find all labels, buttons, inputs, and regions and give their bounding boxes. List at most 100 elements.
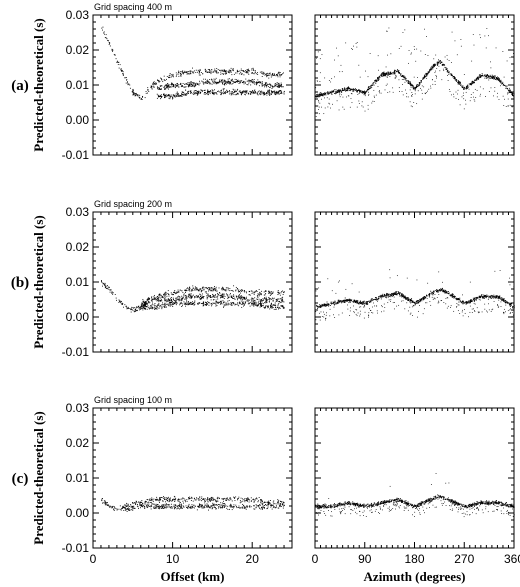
data-point — [511, 94, 513, 96]
data-point — [264, 82, 266, 84]
data-point — [218, 72, 219, 74]
data-point — [363, 91, 365, 93]
data-point — [394, 70, 396, 71]
data-point — [171, 75, 173, 77]
data-point — [318, 95, 320, 97]
data-point — [238, 70, 240, 72]
data-point — [233, 295, 235, 297]
data-point — [470, 301, 472, 303]
data-point — [214, 79, 216, 81]
data-point — [250, 92, 252, 94]
data-point — [263, 92, 265, 94]
data-point — [322, 304, 324, 306]
data-point — [231, 295, 233, 297]
data-point — [144, 97, 146, 99]
data-point — [227, 302, 229, 304]
data-point — [115, 297, 117, 299]
data-point — [151, 305, 153, 307]
data-point — [349, 106, 351, 108]
data-point — [361, 302, 363, 304]
data-point — [214, 69, 216, 71]
data-point — [487, 75, 489, 77]
data-point — [372, 84, 373, 86]
data-point — [283, 90, 285, 92]
data-point — [341, 71, 343, 73]
data-point — [427, 72, 429, 74]
data-point — [449, 294, 451, 296]
data-point — [321, 54, 323, 56]
data-point — [396, 71, 398, 73]
data-point — [220, 295, 222, 297]
data-point — [317, 95, 319, 97]
data-point — [268, 301, 270, 302]
data-point — [214, 296, 216, 298]
data-point — [265, 85, 267, 87]
data-point — [244, 298, 246, 300]
data-point — [493, 95, 494, 97]
data-point — [364, 93, 366, 95]
data-point — [367, 88, 369, 90]
data-point — [165, 93, 167, 95]
data-point — [269, 72, 271, 74]
data-point — [383, 73, 385, 74]
data-point — [184, 290, 186, 291]
data-point — [265, 74, 267, 76]
data-point — [168, 294, 170, 296]
data-point — [169, 73, 171, 74]
data-point — [455, 298, 457, 300]
data-point — [337, 55, 339, 57]
data-point — [186, 83, 187, 85]
data-point — [507, 92, 509, 94]
data-point — [185, 305, 187, 307]
data-point — [180, 72, 182, 74]
data-point — [251, 303, 253, 305]
data-point — [229, 290, 231, 292]
data-point — [267, 299, 269, 301]
data-point — [362, 302, 364, 304]
data-point — [177, 289, 179, 291]
data-point — [462, 85, 464, 87]
data-point — [218, 81, 220, 83]
data-point — [218, 301, 220, 303]
data-point — [398, 72, 400, 74]
data-point — [457, 89, 459, 91]
data-point — [225, 82, 227, 84]
data-point — [468, 300, 469, 302]
data-point — [168, 85, 170, 87]
data-point — [250, 298, 252, 300]
data-point — [102, 285, 103, 287]
data-point — [324, 92, 326, 94]
data-point — [405, 80, 407, 82]
data-point — [374, 96, 375, 98]
data-point — [175, 300, 177, 301]
data-point — [135, 92, 137, 94]
data-point — [464, 302, 466, 304]
data-point — [233, 297, 234, 299]
data-point — [107, 288, 109, 289]
data-point — [465, 103, 467, 105]
data-point — [180, 73, 181, 75]
data-point — [201, 296, 203, 298]
data-point — [506, 60, 508, 62]
data-point — [187, 304, 189, 305]
data-point — [268, 91, 270, 93]
data-point — [440, 288, 442, 290]
data-point — [325, 303, 327, 305]
data-point — [230, 67, 232, 69]
data-point — [351, 102, 353, 104]
data-point — [486, 75, 487, 77]
data-point — [501, 297, 503, 299]
data-point — [190, 296, 192, 298]
data-point — [269, 84, 271, 86]
data-point — [158, 299, 159, 301]
data-point — [194, 84, 196, 86]
data-point — [277, 291, 279, 293]
data-point — [499, 81, 501, 83]
data-point — [156, 305, 158, 307]
data-point — [238, 291, 240, 293]
data-point — [261, 91, 263, 93]
data-point — [403, 297, 405, 299]
data-point — [223, 79, 225, 81]
data-point — [209, 69, 211, 71]
data-point — [125, 305, 127, 307]
